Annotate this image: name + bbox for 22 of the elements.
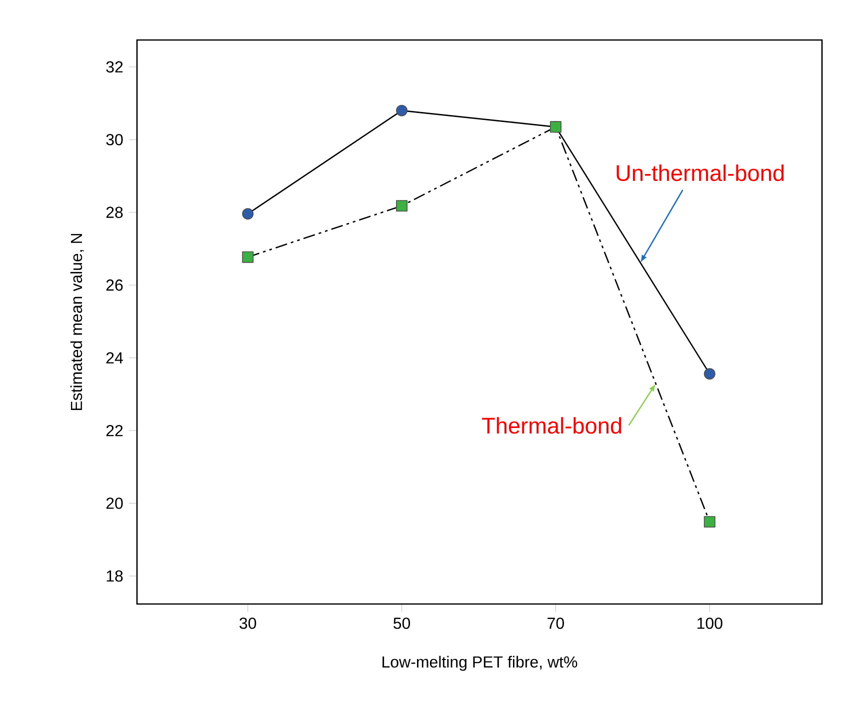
x-tick-label: 70 bbox=[548, 618, 564, 629]
series-label: Thermal-bond bbox=[482, 417, 622, 434]
x-tick-label: 50 bbox=[394, 618, 410, 629]
y-tick-label: 26 bbox=[106, 279, 123, 291]
point bbox=[704, 516, 716, 528]
y-axis-title: Estimated mean value, N bbox=[70, 234, 84, 410]
y-tick-label: 30 bbox=[106, 134, 123, 146]
x-axis-title: Low-melting PET fibre, wt% bbox=[382, 656, 578, 671]
y-tick-label: 22 bbox=[106, 424, 123, 436]
series-label: Un-thermal-bond bbox=[616, 164, 784, 182]
point bbox=[242, 251, 254, 263]
point bbox=[396, 104, 408, 116]
x-tick-label: 100 bbox=[698, 618, 722, 629]
y-tick-label: 28 bbox=[106, 206, 123, 218]
point bbox=[242, 208, 254, 220]
y-tick-label: 24 bbox=[106, 352, 123, 364]
y-tick-label: 32 bbox=[106, 61, 123, 73]
y-tick-label: 20 bbox=[106, 498, 123, 509]
point bbox=[396, 200, 408, 212]
y-tick-label: 18 bbox=[106, 570, 123, 582]
point bbox=[704, 368, 716, 380]
x-tick-label: 30 bbox=[240, 618, 256, 629]
